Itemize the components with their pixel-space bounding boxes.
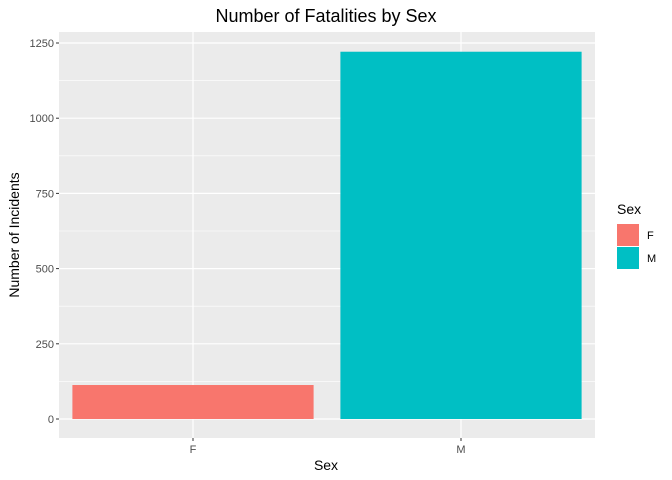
x-tick-label: F (190, 444, 197, 456)
bar-F (72, 385, 314, 419)
x-axis-title: Sex (314, 457, 338, 473)
y-tick-label: 750 (36, 188, 54, 200)
chart-title: Number of Fatalities by Sex (215, 6, 436, 26)
y-axis-title: Number of Incidents (6, 172, 22, 297)
legend-key-M (617, 247, 639, 269)
bar-M (340, 51, 582, 419)
y-tick-label: 1250 (30, 38, 54, 50)
x-tick-label: M (456, 444, 465, 456)
legend: Sex FM (617, 201, 656, 269)
legend-key-F (617, 224, 639, 246)
legend-label-M: M (647, 253, 656, 265)
y-tick-label: 250 (36, 339, 54, 351)
y-axis: 0 250 500 750 1000 1250 (30, 38, 59, 426)
y-tick-label: 0 (48, 414, 54, 426)
bars (72, 51, 582, 419)
y-tick-label: 500 (36, 264, 54, 276)
legend-label-F: F (647, 230, 654, 242)
legend-title: Sex (617, 201, 641, 217)
y-tick-label: 1000 (30, 113, 54, 125)
